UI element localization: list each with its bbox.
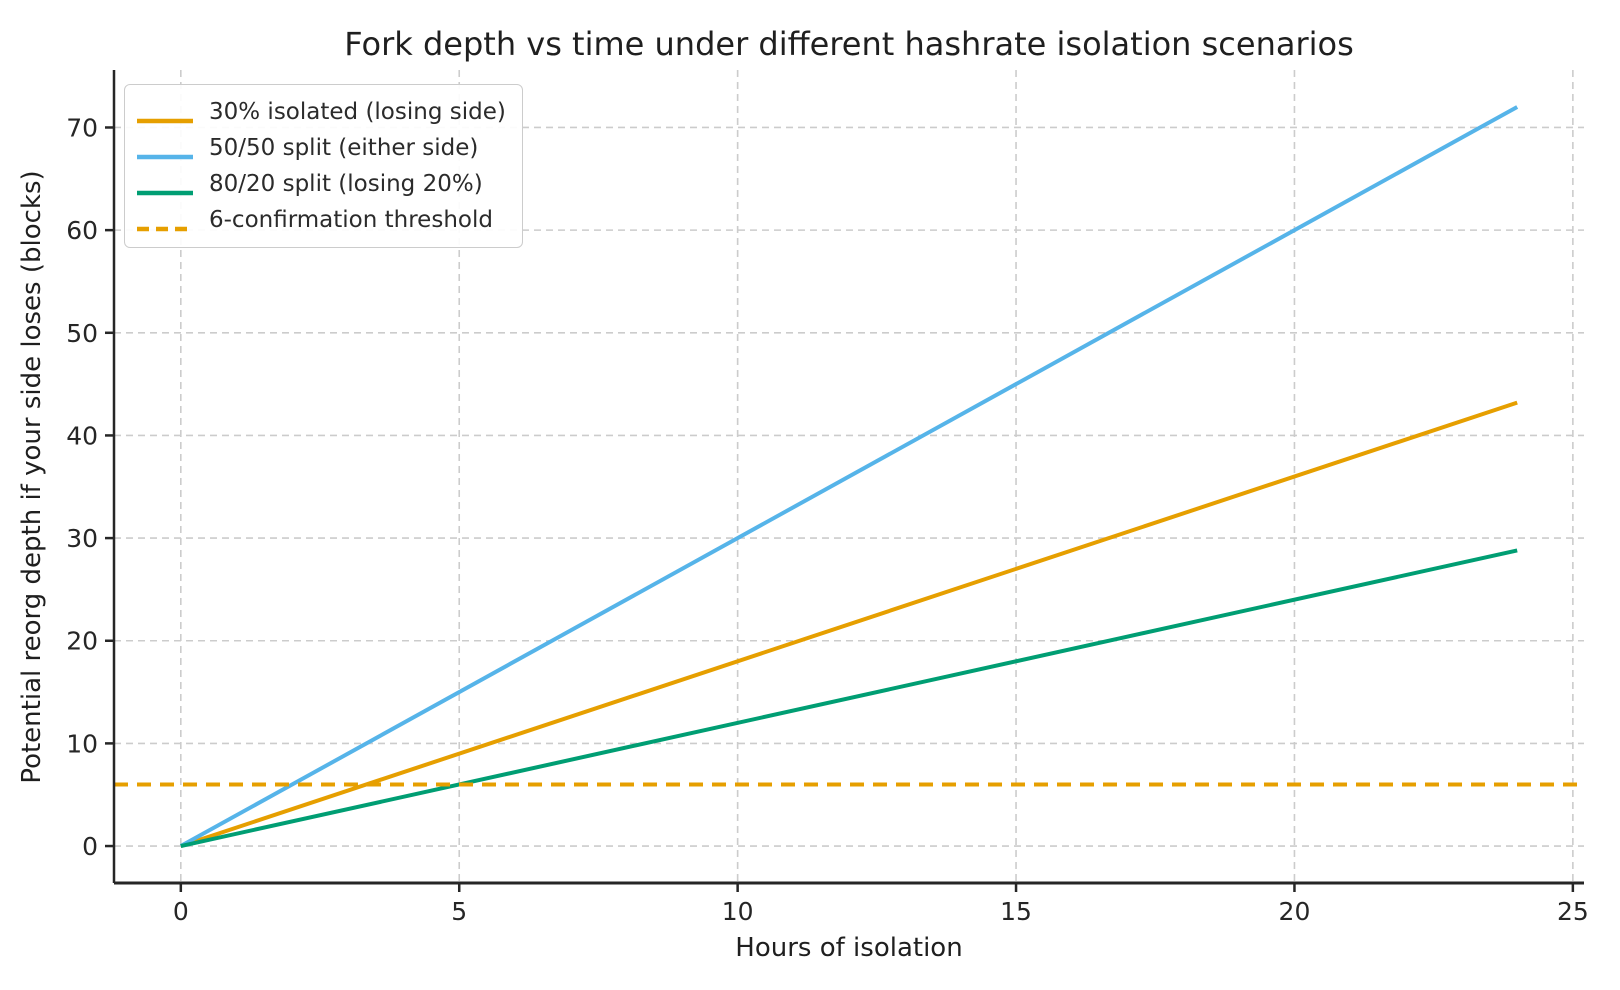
y-tick-label: 50 [66,319,98,348]
legend-item: 30% isolated (losing side) [137,95,506,129]
y-tick-label: 20 [66,627,98,656]
y-tick-label: 0 [82,832,98,861]
y-axis-label: Potential reorg depth if your side loses… [17,170,47,783]
y-tick-label: 60 [66,216,98,245]
x-tick-label: 0 [173,897,189,926]
chart-title: Fork depth vs time under different hashr… [344,25,1354,63]
x-tick-label: 25 [1557,897,1589,926]
legend-label: 30% isolated (losing side) [209,99,506,125]
axes-layer: 0 5 10 15 20 25 0 10 20 30 40 50 60 70 [66,70,1589,926]
legend-swatch-line-icon [137,145,193,160]
y-tick-label: 70 [66,113,98,142]
legend-item: 6-confirmation threshold [137,203,506,237]
legend-label: 80/20 split (losing 20%) [209,171,483,197]
x-tick-label: 15 [1000,897,1032,926]
y-tick-label: 10 [66,729,98,758]
y-tick-label: 30 [66,524,98,553]
legend-item: 80/20 split (losing 20%) [137,167,506,201]
legend: 30% isolated (losing side) 50/50 split (e… [124,84,523,248]
legend-label: 50/50 split (either side) [209,135,479,161]
series-line-2 [180,548,1518,848]
legend-swatch-line-icon [137,181,193,196]
series-line-1 [179,105,1519,848]
x-tick-label: 5 [451,897,467,926]
legend-swatch-line-icon [137,109,193,124]
x-tick-label: 20 [1279,897,1311,926]
legend-item: 50/50 split (either side) [137,131,506,165]
series-line-0 [180,400,1518,848]
series-layer [114,105,1584,848]
x-tick-label: 10 [722,897,754,926]
legend-swatch-dashed-line-icon [137,217,193,232]
y-tick-label: 40 [66,421,98,450]
x-axis-label: Hours of isolation [735,933,962,963]
legend-label: 6-confirmation threshold [209,207,493,233]
